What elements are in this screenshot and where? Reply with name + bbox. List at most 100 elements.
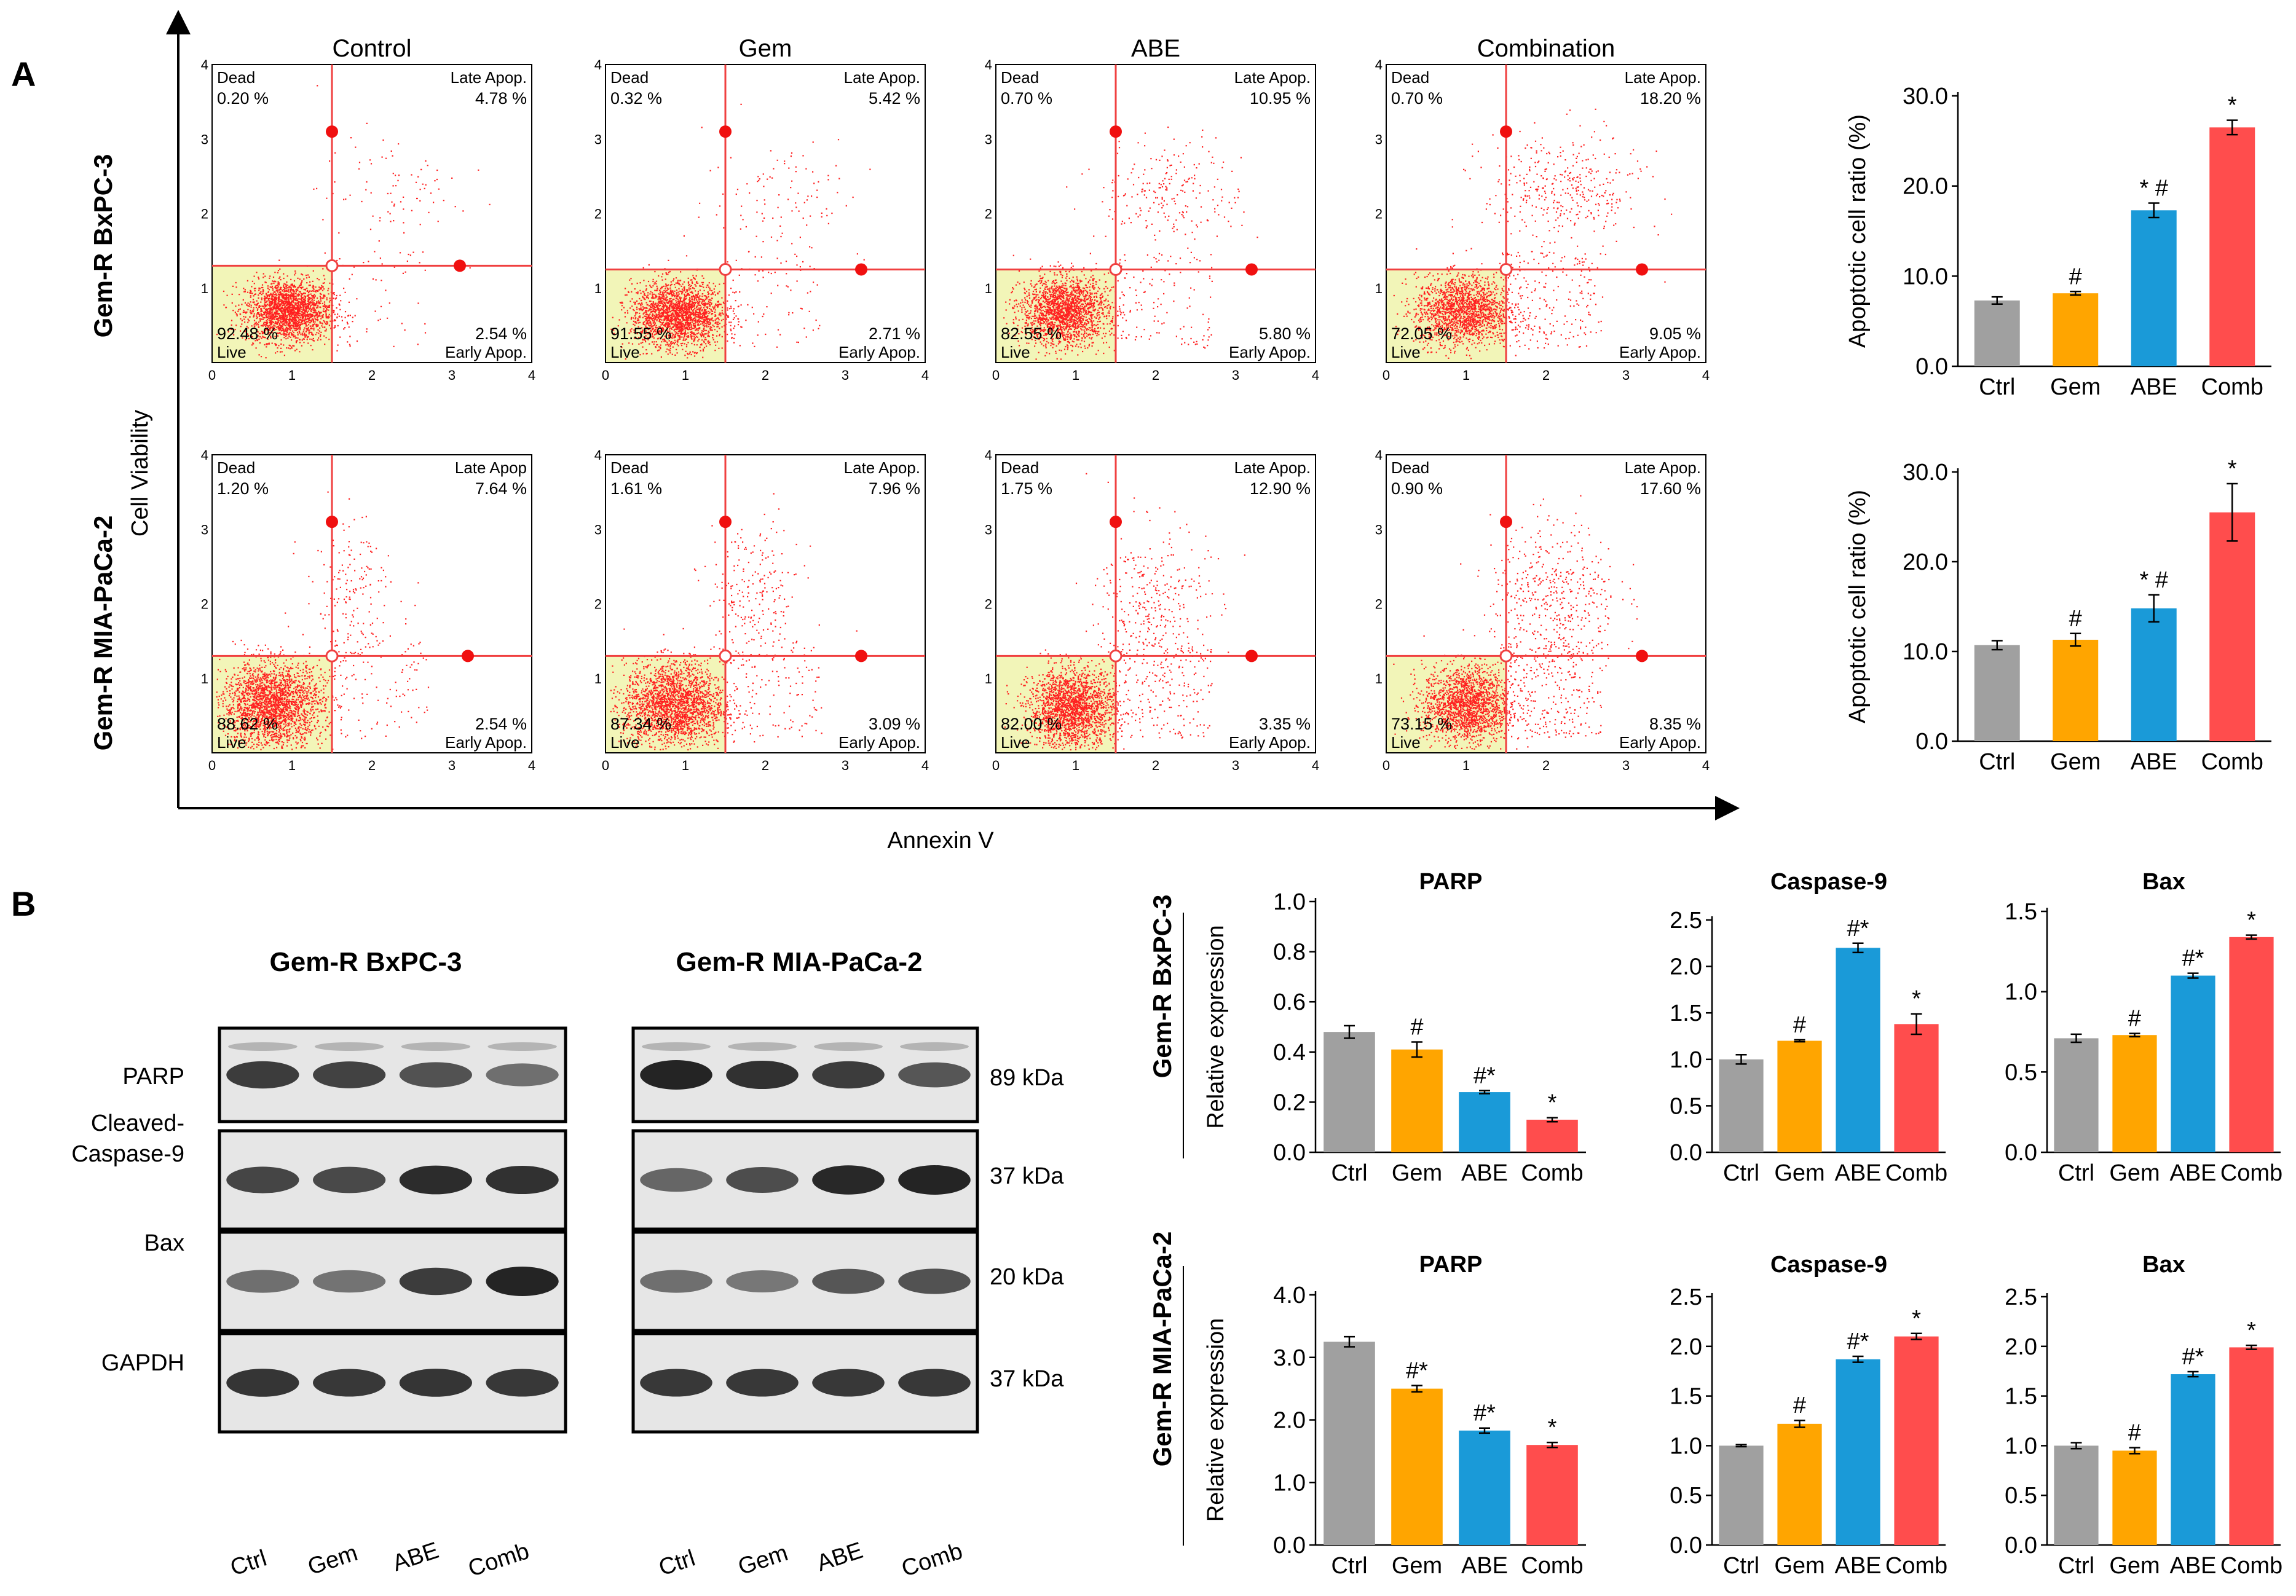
y-tick-label: 10.0 xyxy=(1903,264,1948,289)
gate-handle-2 xyxy=(1636,263,1648,276)
bar-chart-gem-r-mia-paca-2-bax: 0.0 0.5 1.0 1.5 2.0 2.5 Ctrl # Gem #* ABE * Comb Bax xyxy=(2005,1252,2282,1579)
quadrant-label-late: Late Apop. xyxy=(844,68,920,87)
wb-protein-caspase9: Caspase-9 xyxy=(71,1141,184,1167)
blot-band xyxy=(399,1165,472,1195)
y-tick-label: 2.0 xyxy=(1670,954,1702,980)
quadrant-label-late: Late Apop. xyxy=(1625,458,1701,477)
y-tick: 1 xyxy=(985,671,992,686)
wb-kda-parp: 89 kDa xyxy=(990,1065,1064,1091)
y-axis-title: Apoptotic cell ratio (%) xyxy=(1845,490,1871,723)
x-tick: 2 xyxy=(1542,368,1550,383)
significance-mark: # xyxy=(1793,1012,1806,1038)
bar-chart-gem-r-mia-paca-2-apoptotic-cell-ratio: 0.0 10.0 20.0 30.0 Ctrl # Gem * # ABE * Comb Apopto… xyxy=(1845,456,2271,775)
y-tick-label: 0.0 xyxy=(1273,1140,1306,1166)
quadrant-label-dead: Dead xyxy=(217,458,255,477)
y-tick: 2 xyxy=(985,597,992,612)
x-tick: 3 xyxy=(842,368,849,383)
bar-chart-gem-r-bxpc-3-bax: 0.0 0.5 1.0 1.5 Ctrl # Gem #* ABE * Comb Bax xyxy=(2005,869,2282,1186)
x-category-label: Gem xyxy=(1774,1160,1825,1186)
y-tick: 4 xyxy=(985,447,992,463)
quadrant-value-live: 92.48 % xyxy=(217,324,278,343)
a-x-axis-title: Annexin V xyxy=(887,828,994,854)
significance-mark: # xyxy=(2128,1420,2141,1446)
plot-frame xyxy=(605,64,926,363)
x-category-label: Comb xyxy=(2201,749,2263,775)
quadrant-value-dead: 1.75 % xyxy=(1001,479,1052,498)
y-tick-label: 0.0 xyxy=(1670,1533,1702,1559)
significance-mark: # xyxy=(2128,1006,2141,1032)
x-tick: 4 xyxy=(1702,758,1710,773)
quadrant-label-live: Live xyxy=(1001,343,1030,361)
bar-abe xyxy=(2131,608,2177,741)
y-tick-label: 1.0 xyxy=(2005,1433,2037,1459)
y-tick-label: 4.0 xyxy=(1273,1283,1306,1308)
gate-center-handle xyxy=(1109,649,1122,662)
gate-center-handle xyxy=(325,649,339,662)
blot-band xyxy=(399,1267,472,1295)
y-tick: 1 xyxy=(1375,671,1383,686)
quadrant-label-early: Early Apop. xyxy=(1619,343,1701,361)
quadrant-value-dead: 1.20 % xyxy=(217,479,269,498)
x-tick: 4 xyxy=(1702,368,1710,383)
chart-title: PARP xyxy=(1419,1252,1483,1278)
gate-handle-1 xyxy=(326,516,338,529)
y-axis-title: Relative expression xyxy=(1203,925,1229,1129)
significance-mark: # xyxy=(2069,264,2082,289)
x-tick: 3 xyxy=(1622,758,1630,773)
y-tick: 1 xyxy=(201,671,208,686)
significance-mark: * xyxy=(1912,1306,1921,1332)
blot-band xyxy=(640,1270,712,1293)
blot-band xyxy=(486,1369,559,1397)
bar-abe xyxy=(2171,975,2215,1152)
y-axis-title: Relative expression xyxy=(1203,1318,1229,1522)
blot-band xyxy=(640,1060,712,1090)
y-tick-label: 10.0 xyxy=(1903,639,1948,665)
wb-kda-caspase9: 37 kDa xyxy=(990,1163,1064,1189)
blot-band xyxy=(726,1060,799,1090)
quadrant-label-live: Live xyxy=(1391,343,1421,361)
x-category-label: Gem xyxy=(2109,1160,2160,1186)
b-row-label-bxpc3: Gem-R BxPC-3 xyxy=(1148,895,1177,1079)
y-tick: 3 xyxy=(1375,522,1383,537)
quadrant-label-early: Early Apop. xyxy=(445,733,527,752)
blot-band xyxy=(812,1165,885,1195)
event-points xyxy=(1004,473,1245,751)
plot-frame xyxy=(995,64,1316,363)
blot-band-faint xyxy=(228,1042,298,1051)
quadrant-label-dead: Dead xyxy=(1001,68,1039,87)
bar-comb xyxy=(1526,1445,1578,1545)
quadrant-value-early: 2.54 % xyxy=(475,324,527,343)
panel-a-letter: A xyxy=(11,55,36,93)
blot-band xyxy=(486,1267,559,1296)
wb-lane-right-comb: Comb xyxy=(899,1538,966,1582)
y-tick: 4 xyxy=(594,447,602,463)
y-tick-label: 0.0 xyxy=(1273,1533,1306,1559)
y-tick-label: 0.2 xyxy=(1273,1090,1306,1115)
blot-band xyxy=(726,1167,799,1193)
quadrant-label-dead: Dead xyxy=(610,68,649,87)
a-row-label-miapaca2: Gem-R MIA-PaCa-2 xyxy=(89,516,117,751)
significance-mark: * xyxy=(1912,986,1921,1012)
bar-abe xyxy=(1459,1430,1510,1545)
x-tick: 4 xyxy=(1312,758,1319,773)
y-tick-label: 30.0 xyxy=(1903,84,1948,109)
bar-abe xyxy=(1836,1359,1880,1545)
plot-frame xyxy=(1386,64,1706,363)
x-category-label: Comb xyxy=(1885,1160,1947,1186)
gate-handle-2 xyxy=(1245,263,1258,276)
blot-band xyxy=(399,1062,472,1088)
y-tick-label: 2.0 xyxy=(1273,1408,1306,1434)
gate-center-handle xyxy=(1499,262,1513,276)
y-tick: 2 xyxy=(201,597,208,612)
y-tick: 3 xyxy=(1375,132,1383,147)
y-tick: 4 xyxy=(594,57,602,73)
blot-band xyxy=(812,1369,885,1397)
significance-mark: # xyxy=(1410,1014,1423,1040)
blot-band-faint xyxy=(642,1042,711,1051)
blot-band xyxy=(726,1270,799,1292)
treatment-title-gem: Gem xyxy=(739,35,792,62)
x-tick: 4 xyxy=(921,368,929,383)
quadrant-label-early: Early Apop. xyxy=(445,343,527,361)
y-tick: 3 xyxy=(985,132,992,147)
